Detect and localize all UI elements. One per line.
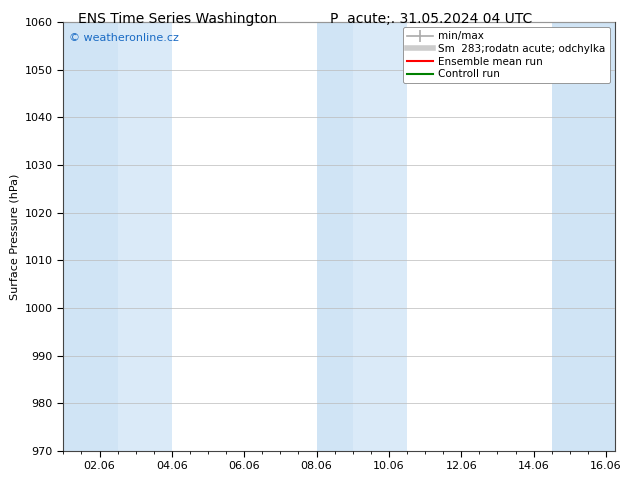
- Bar: [552, 22, 615, 451]
- Bar: [63, 22, 118, 451]
- Bar: [118, 22, 172, 451]
- Y-axis label: Surface Pressure (hPa): Surface Pressure (hPa): [10, 173, 19, 299]
- Text: P  acute;. 31.05.2024 04 UTC: P acute;. 31.05.2024 04 UTC: [330, 12, 533, 26]
- Bar: [353, 22, 407, 451]
- Legend: min/max, Sm  283;rodatn acute; odchylka, Ensemble mean run, Controll run: min/max, Sm 283;rodatn acute; odchylka, …: [403, 27, 610, 83]
- Text: ENS Time Series Washington: ENS Time Series Washington: [78, 12, 277, 26]
- Bar: [316, 22, 353, 451]
- Text: © weatheronline.cz: © weatheronline.cz: [69, 33, 179, 43]
